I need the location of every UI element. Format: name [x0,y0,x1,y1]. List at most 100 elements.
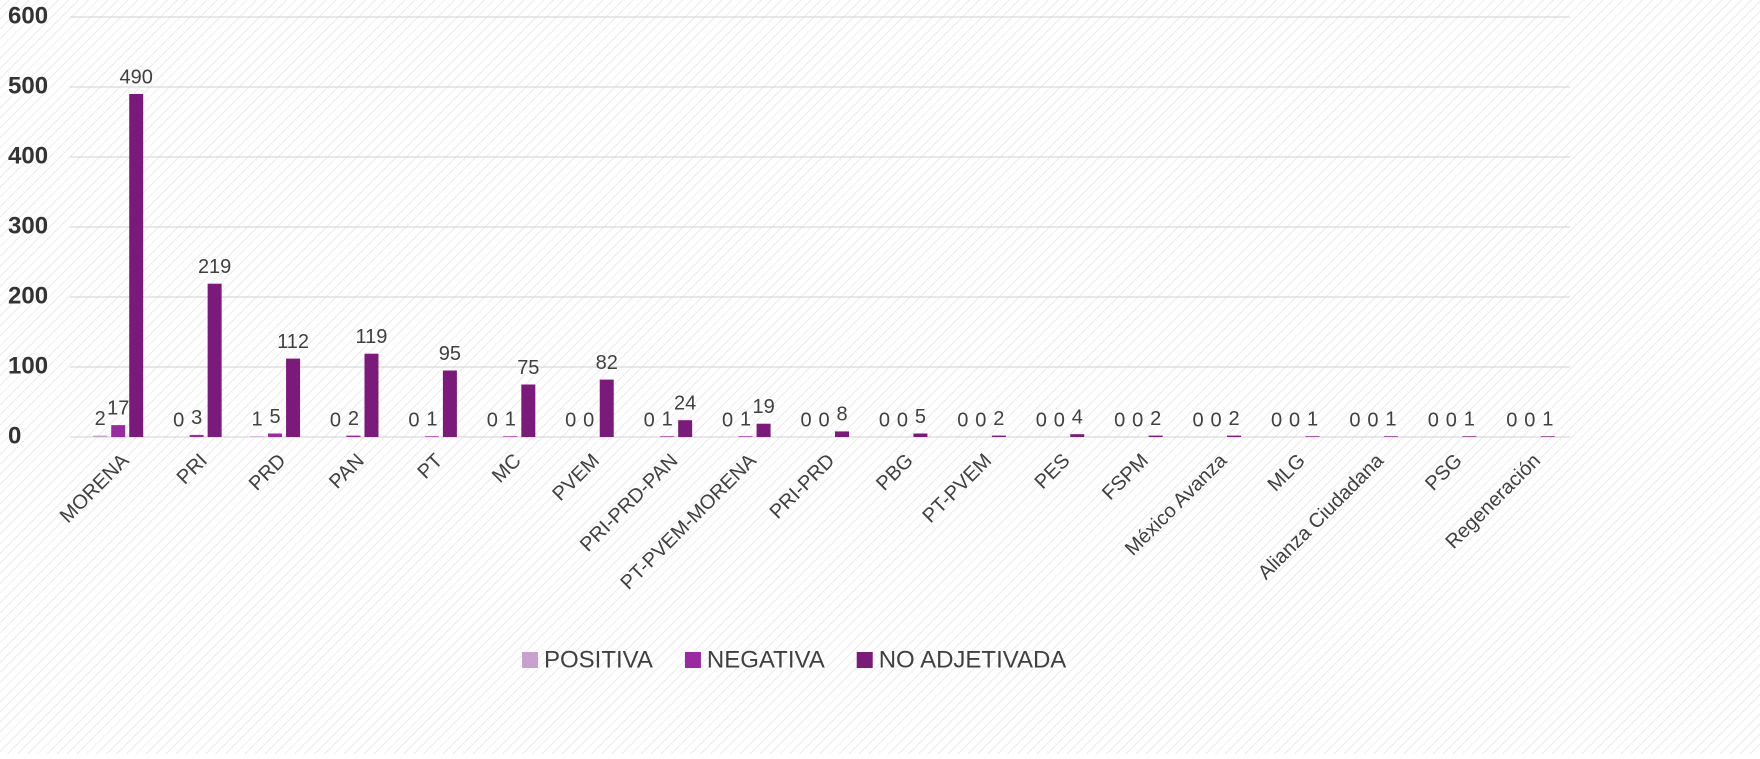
value-label: 0 [722,409,733,431]
x-tick-label: PSG [1421,450,1466,495]
bar [1462,436,1477,437]
value-label: 0 [1428,409,1439,431]
x-tick-label: MLG [1264,450,1310,496]
value-label: 112 [277,331,309,353]
bar [189,434,204,437]
bar [521,384,536,437]
bar [250,436,265,437]
value-label: 0 [1211,409,1222,431]
bar [660,436,675,437]
value-label: 219 [198,256,231,278]
bar [913,433,928,437]
bar [599,379,614,437]
legend-swatch [856,652,873,668]
value-label: 2 [1150,408,1161,430]
value-label: 2 [348,408,359,430]
bar [1383,436,1398,437]
value-label: 0 [1193,409,1204,431]
x-tick-label: PBG [872,450,917,495]
bar [1148,435,1163,437]
bar [364,353,379,437]
value-label: 490 [120,66,153,88]
y-tick-label: 600 [8,2,48,29]
y-tick-label: 300 [8,212,48,239]
x-tick-label: PT-PVEM-MORENA [616,449,761,594]
value-label: 1 [1385,409,1396,431]
bar [1070,434,1085,437]
value-label: 5 [915,406,926,428]
x-tick-label: PVEM [548,450,604,506]
legend-swatch [522,652,538,668]
value-label: 0 [800,409,811,431]
value-label: 0 [1289,409,1300,431]
value-label: 2 [993,408,1004,430]
x-tick-label: MORENA [56,449,134,527]
value-label: 82 [596,352,618,374]
bar [346,435,361,437]
bar [268,433,283,437]
value-label: 0 [330,409,341,431]
value-label: 0 [1506,409,1517,431]
value-label: 0 [1054,409,1065,431]
value-label: 1 [1464,409,1475,431]
x-tick-label: PRI [173,450,212,489]
value-label: 3 [191,407,202,429]
value-label: 0 [1349,409,1360,431]
legend-label: NO ADJETIVADA [879,646,1067,673]
value-label: 0 [957,409,968,431]
value-label: 8 [836,404,847,426]
y-tick-label: 200 [8,282,48,309]
value-label: 0 [1271,409,1282,431]
x-tick-label: PT [414,450,448,484]
value-label: 0 [487,409,498,431]
bar [1540,436,1555,437]
value-label: 1 [662,409,673,431]
bar [835,431,849,437]
value-label: 0 [975,409,986,431]
value-label: 75 [517,357,539,379]
value-label: 0 [583,409,594,431]
value-label: 0 [644,409,655,431]
bar [129,94,144,437]
value-label: 1 [426,409,437,431]
x-tick-label: PT-PVEM [918,450,996,528]
value-label: 2 [1229,408,1240,430]
value-label: 24 [674,392,696,414]
value-label: 1 [1542,409,1553,431]
bar [503,436,518,437]
value-label: 0 [897,409,908,431]
value-label: 0 [408,409,419,431]
bar [93,435,108,437]
legend-swatch [684,652,701,668]
value-label: 0 [1446,409,1457,431]
y-tick-label: 400 [8,142,48,169]
value-label: 1 [1307,409,1318,431]
bar [1305,436,1320,437]
value-label: 0 [1367,409,1378,431]
y-tick-label: 500 [8,72,48,99]
value-label: 0 [173,409,184,431]
bar [442,370,457,437]
bar [111,425,126,437]
legend-label: NEGATIVA [707,646,825,673]
value-label: 95 [439,343,461,365]
value-label: 0 [1036,409,1047,431]
bar [424,436,439,437]
bar [1227,435,1242,437]
value-label: 19 [752,396,774,418]
value-label: 0 [1132,409,1143,431]
value-label: 0 [1114,409,1125,431]
value-label: 2 [95,408,106,430]
value-label: 0 [565,409,576,431]
bar [286,358,301,437]
value-label: 17 [107,397,129,419]
bar [207,283,222,437]
value-label: 0 [879,409,890,431]
x-tick-label: FSPM [1098,450,1153,505]
value-label: 119 [356,326,388,348]
bar [756,423,771,437]
bar [678,420,693,437]
value-label: 1 [251,409,262,431]
x-tick-label: PAN [325,450,369,494]
